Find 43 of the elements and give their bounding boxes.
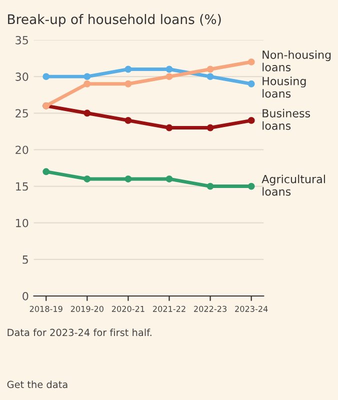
point xyxy=(166,176,173,182)
x-tick-label: 2022-23 xyxy=(194,306,226,312)
y-tick-label: 15 xyxy=(16,182,28,191)
point xyxy=(166,124,173,132)
point xyxy=(248,58,255,66)
point xyxy=(84,80,91,88)
y-tick-label: 0 xyxy=(22,292,28,300)
y-tick-label: 10 xyxy=(16,218,28,228)
y-tick-label: 5 xyxy=(22,256,28,264)
point xyxy=(124,176,132,182)
chart-title: Break-up of household loans (%) xyxy=(8,14,221,27)
point xyxy=(42,73,50,80)
point xyxy=(124,66,132,73)
x-tick-label: 2023-24 xyxy=(235,306,268,312)
point xyxy=(124,116,132,124)
x-tick-label: 2021-22 xyxy=(153,306,186,312)
point xyxy=(124,80,132,88)
point xyxy=(248,116,255,124)
x-tick-label: 2019-20 xyxy=(70,306,104,312)
series-label: Non-housing loans xyxy=(262,50,331,72)
point xyxy=(84,73,91,80)
point xyxy=(206,182,214,190)
point xyxy=(206,66,214,73)
point xyxy=(84,110,91,117)
point xyxy=(166,66,173,73)
x-tick-label: 2018-19 xyxy=(30,306,62,312)
y-tick-label: 20 xyxy=(16,146,28,154)
series-label: Agricultural loans xyxy=(262,174,325,196)
point xyxy=(248,80,255,88)
point xyxy=(42,168,50,176)
y-tick-label: 25 xyxy=(16,109,28,118)
point xyxy=(206,73,214,80)
series-label: Business loans xyxy=(262,108,310,130)
point xyxy=(248,182,255,190)
x-tick-label: 2020-21 xyxy=(112,306,144,312)
text: Data for 2023-24 for first half. xyxy=(8,328,152,336)
y-tick-label: 30 xyxy=(16,72,28,81)
text: Get the data xyxy=(7,380,68,388)
series-label: Housing loans xyxy=(262,76,306,98)
point xyxy=(206,124,214,132)
point xyxy=(84,176,91,182)
point xyxy=(166,73,173,80)
y-tick-label: 35 xyxy=(16,36,28,44)
